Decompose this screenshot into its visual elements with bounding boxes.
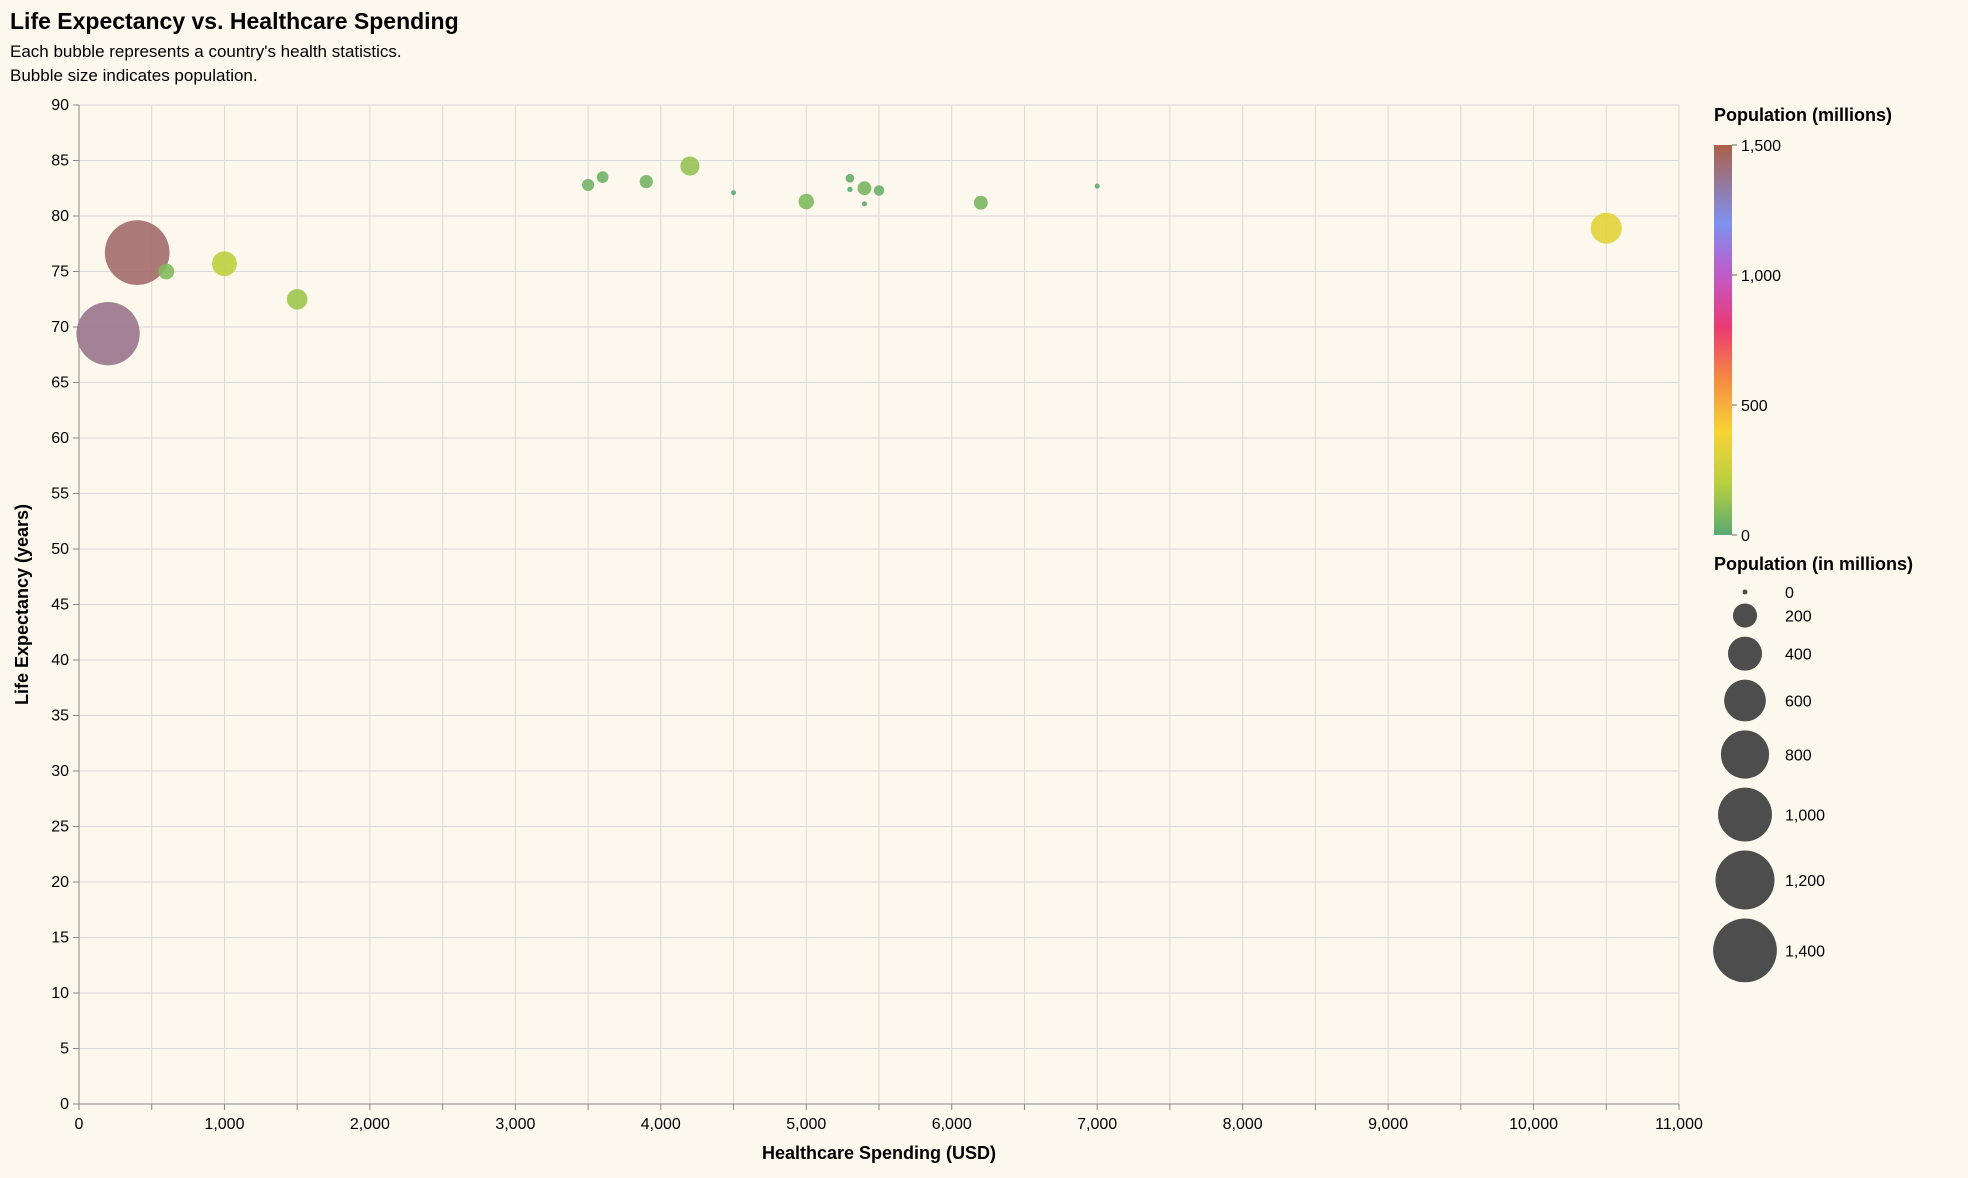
x-tick-label: 6,000 (932, 1116, 972, 1133)
color-gradient-bar (1714, 145, 1732, 535)
size-legend-bubble (1715, 850, 1775, 910)
size-legend-bubble (1732, 603, 1758, 628)
x-tick-label: 2,000 (350, 1116, 390, 1133)
country-bubble[interactable] (731, 190, 737, 196)
size-legend-bubble (1718, 787, 1772, 842)
color-legend-label: 1,500 (1741, 138, 1781, 155)
y-tick-label: 35 (51, 708, 69, 725)
size-legend-bubble (1727, 636, 1763, 671)
axes: 0 1,000 2,000 3,000 4,000 5,000 6,000 7,000 8,00… (51, 97, 1703, 1133)
x-tick-label: 10,000 (1509, 1116, 1558, 1133)
x-tick-label: 5,000 (786, 1116, 826, 1133)
country-bubble[interactable] (861, 201, 868, 207)
y-tick-label: 45 (51, 597, 69, 614)
color-legend-label: 0 (1741, 528, 1750, 545)
size-legend: Population (in millions) 0 200 400 600 800 1,… (1713, 554, 1913, 983)
country-bubble[interactable] (873, 185, 885, 196)
y-tick-label: 80 (51, 208, 69, 225)
grid-lines (78, 104, 1680, 1105)
country-bubble[interactable] (845, 173, 855, 183)
y-tick-label: 40 (51, 652, 69, 669)
country-bubble[interactable] (857, 181, 872, 196)
y-tick-label: 60 (51, 430, 69, 447)
country-bubble[interactable] (1094, 183, 1100, 189)
y-tick-label: 25 (51, 819, 69, 836)
country-bubble[interactable] (596, 171, 609, 183)
x-tick-label: 9,000 (1368, 1116, 1408, 1133)
x-tick-label: 4,000 (641, 1116, 681, 1133)
y-tick-label: 65 (51, 375, 69, 392)
color-legend-label: 500 (1741, 398, 1768, 415)
color-legend-label: 1,000 (1741, 268, 1781, 285)
country-bubble[interactable] (973, 195, 988, 210)
x-tick-label: 0 (75, 1116, 84, 1133)
y-tick-label: 10 (51, 985, 69, 1002)
country-bubble[interactable] (639, 174, 653, 189)
y-tick-label: 0 (60, 1096, 69, 1113)
data-points (76, 156, 1622, 366)
y-tick-label: 85 (51, 153, 69, 170)
country-bubble[interactable] (582, 178, 595, 192)
country-bubble[interactable] (104, 220, 170, 285)
color-legend: Population (millions) 1,500 1,000 500 0 (1714, 105, 1892, 545)
x-tick-label: 7,000 (1077, 1116, 1117, 1133)
size-legend-bubble (1724, 679, 1766, 722)
size-legend-bubble (1713, 918, 1777, 983)
size-legend-label: 1,400 (1785, 943, 1825, 960)
chart-subtitle-line-2: Bubble size indicates population. (10, 66, 258, 85)
country-bubble[interactable] (286, 288, 308, 310)
chart-title: Life Expectancy vs. Healthcare Spending (10, 8, 459, 34)
x-axis-title: Healthcare Spending (USD) (762, 1143, 996, 1163)
y-tick-label: 70 (51, 319, 69, 336)
y-tick-label: 75 (51, 264, 69, 281)
size-legend-label: 1,200 (1785, 873, 1825, 890)
size-legend-label: 1,000 (1785, 808, 1825, 825)
y-axis-title: Life Expectancy (years) (12, 504, 32, 705)
country-bubble[interactable] (76, 302, 140, 366)
x-tick-label: 11,000 (1655, 1116, 1703, 1133)
size-legend-label: 0 (1785, 585, 1794, 602)
x-tick-label: 8,000 (1223, 1116, 1263, 1133)
y-tick-label: 5 (60, 1041, 69, 1058)
country-bubble[interactable] (680, 156, 700, 176)
country-bubble[interactable] (798, 193, 815, 210)
x-tick-label: 3,000 (495, 1116, 535, 1133)
chart-subtitle-line-1: Each bubble represents a country's healt… (10, 42, 402, 61)
x-tick-label: 1,000 (204, 1116, 244, 1133)
size-legend-label: 400 (1785, 647, 1812, 664)
color-legend-title: Population (millions) (1714, 105, 1892, 125)
y-tick-label: 20 (51, 874, 69, 891)
y-tick-label: 30 (51, 763, 69, 780)
country-bubble[interactable] (1590, 212, 1622, 244)
size-legend-title: Population (in millions) (1714, 554, 1913, 574)
country-bubble[interactable] (212, 251, 237, 277)
size-legend-bubble (1742, 589, 1748, 595)
size-legend-label: 800 (1785, 748, 1812, 765)
size-legend-label: 200 (1785, 609, 1812, 626)
y-tick-label: 50 (51, 541, 69, 558)
y-tick-label: 15 (51, 930, 69, 947)
y-tick-label: 55 (51, 486, 69, 503)
country-bubble[interactable] (158, 263, 175, 280)
y-tick-label: 90 (51, 97, 69, 114)
size-legend-label: 600 (1785, 694, 1812, 711)
size-legend-bubble (1720, 730, 1770, 779)
country-bubble[interactable] (847, 186, 853, 193)
